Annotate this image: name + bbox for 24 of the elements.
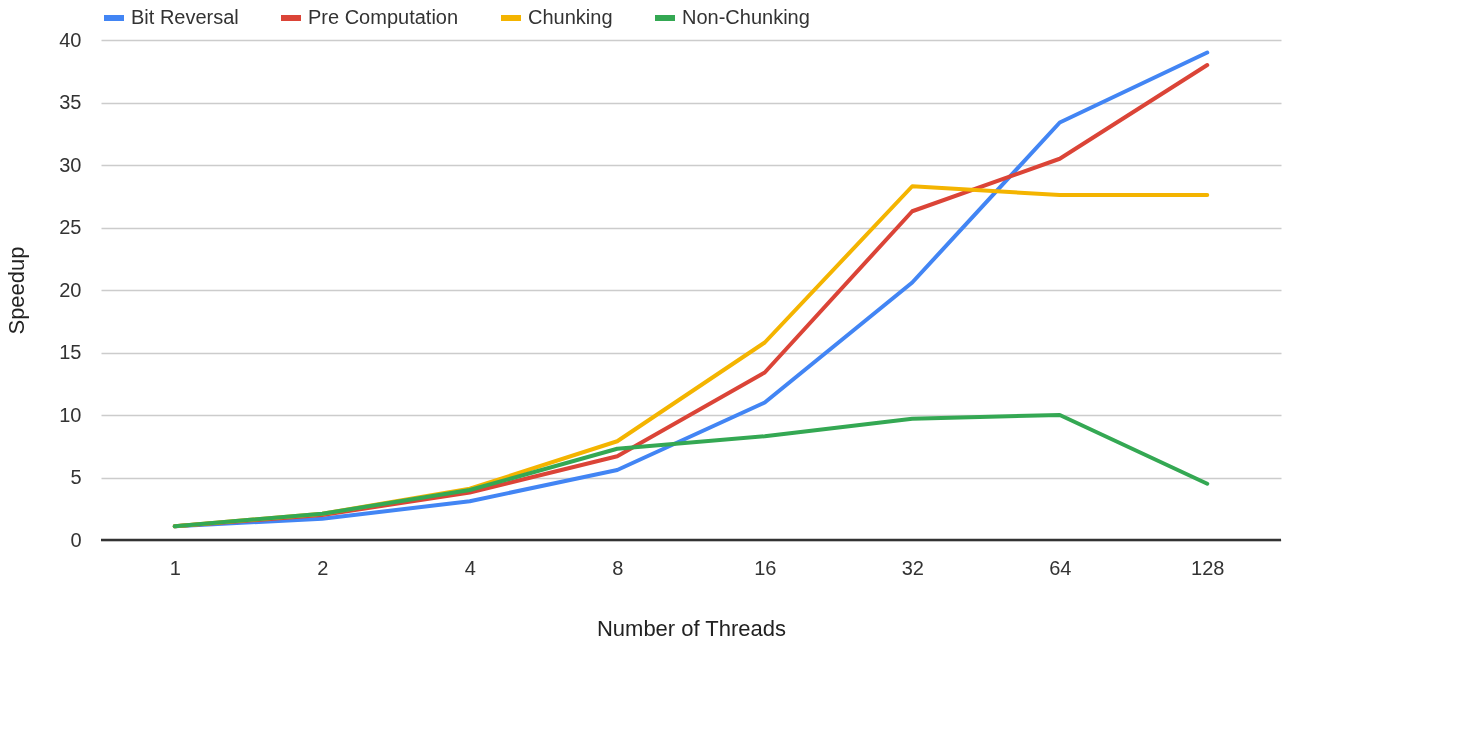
- x-tick-label: 16: [754, 556, 777, 579]
- x-tick-label: 128: [1191, 556, 1225, 579]
- x-tick-label: 64: [1049, 556, 1072, 579]
- y-tick-label: 25: [59, 216, 82, 238]
- y-tick-label: 10: [59, 403, 82, 426]
- legend-label: Non-Chunking: [682, 6, 810, 28]
- x-axis-title: Number of Threads: [596, 615, 787, 641]
- line-series: [172, 413, 1210, 529]
- x-tick-label: 2: [317, 556, 329, 579]
- x-tick-label: 4: [464, 556, 476, 579]
- x-tick-label: 8: [612, 556, 624, 579]
- legend-label: Pre Computation: [308, 6, 459, 28]
- y-tick-label: 40: [59, 28, 82, 51]
- x-tick-label: 1: [169, 556, 181, 579]
- legend-label: Bit Reversal: [131, 6, 239, 28]
- y-tick-label: 15: [59, 341, 82, 363]
- y-tick-label: 20: [59, 278, 82, 301]
- y-axis-title: Speedup: [4, 246, 30, 335]
- y-tick-label: 5: [70, 466, 82, 488]
- legend-label: Chunking: [528, 6, 613, 28]
- y-tick-label: 30: [59, 153, 82, 176]
- y-tick-label: 35: [59, 91, 82, 113]
- x-tick-label: 32: [901, 556, 924, 579]
- y-tick-label: 0: [70, 528, 82, 551]
